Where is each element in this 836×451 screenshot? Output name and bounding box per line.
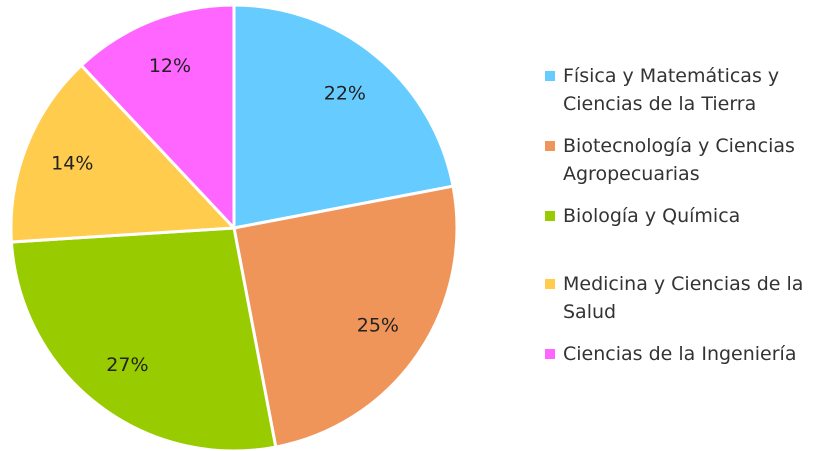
- legend-swatch: [545, 349, 555, 359]
- legend-swatch: [545, 141, 555, 151]
- legend-swatch: [545, 71, 555, 81]
- data-label: 22%: [324, 82, 366, 104]
- legend-item: Medicina y Ciencias de la Salud: [545, 270, 830, 326]
- pie-slice: [9, 63, 238, 244]
- legend-item: Física y Matemáticas y Ciencias de la Ti…: [545, 62, 830, 118]
- legend-item: Biotecnología y Ciencias Agropecuarias: [545, 132, 830, 188]
- pie-area: 22% 25% 27% 14% 12%: [9, 3, 459, 451]
- pie-slice: [232, 184, 459, 449]
- legend-label: Biología y Química: [563, 205, 741, 227]
- legend-label: Biotecnología y Ciencias Agropecuarias: [563, 135, 795, 185]
- legend-label: Física y Matemáticas y Ciencias de la Ti…: [563, 65, 780, 115]
- pie-slice: [79, 3, 236, 232]
- data-label: 14%: [51, 152, 93, 174]
- legend-label: Medicina y Ciencias de la Salud: [563, 273, 804, 323]
- legend-label: Ciencias de la Ingeniería: [563, 343, 797, 365]
- data-label: 25%: [357, 314, 399, 336]
- pie-slice: [232, 3, 455, 230]
- legend-item: Biología y Química: [545, 202, 830, 230]
- legend-item: Ciencias de la Ingeniería: [545, 340, 830, 368]
- data-label: 12%: [149, 55, 191, 77]
- pie-slice: [9, 226, 278, 451]
- legend-swatch: [545, 279, 555, 289]
- data-label: 27%: [106, 354, 148, 376]
- legend-swatch: [545, 211, 555, 221]
